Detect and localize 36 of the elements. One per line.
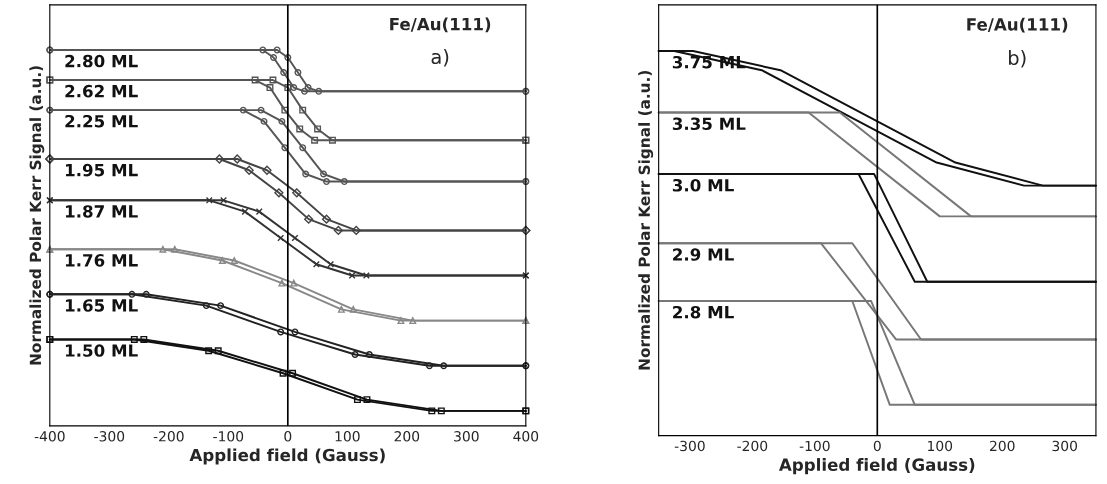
x-tick-label: 200 [394, 431, 420, 442]
series-label: 2.9 ML [673, 248, 734, 261]
series-label: 2.62 ML [65, 84, 138, 98]
x-tick-label: -300 [674, 440, 705, 452]
x-tick-label: -200 [737, 440, 768, 452]
y-axis-title: Normalized Polar Kerr Signal (a.u.) [638, 70, 654, 370]
series-label: 1.50 ML [65, 344, 138, 357]
x-tick-label: 300 [454, 431, 479, 442]
series-label: 3.0 ML [672, 178, 734, 192]
series-label: 3.35 ML [672, 117, 746, 131]
x-tick-label: -100 [799, 440, 830, 452]
x-axis-title: Applied field (Gauss) [778, 458, 975, 475]
series-label: 2.8 ML [673, 305, 734, 319]
x-tick-label: 100 [928, 440, 953, 452]
x-tick-label: -100 [213, 431, 244, 442]
annotation: b) [1009, 50, 1026, 68]
x-tick-label: 0 [873, 440, 881, 452]
text: Fe/Au(111) [967, 17, 1068, 33]
x-tick-label: 100 [335, 431, 360, 442]
series-label: 1.95 ML [65, 163, 138, 177]
series-label: 1.65 ML [65, 299, 138, 312]
series-label: 1.76 ML [65, 254, 138, 267]
series-label: 2.25 ML [65, 114, 138, 128]
series-label: 1.87 ML [65, 205, 138, 218]
y-axis-title: Normalized Polar Kerr Signal (a.u.) [29, 66, 45, 365]
annotation: a) [431, 49, 449, 67]
x-tick-label: 0 [284, 431, 292, 442]
x-axis-title: Applied field (Gauss) [189, 448, 385, 465]
x-tick-label: -400 [34, 431, 65, 442]
x-tick-label: 300 [1052, 440, 1078, 452]
text: Fe/Au(111) [390, 17, 491, 33]
series-label: 2.80 ML [65, 54, 138, 68]
x-tick-label: -300 [94, 431, 125, 442]
x-tick-label: 200 [989, 440, 1015, 452]
x-tick-label: 400 [513, 431, 539, 442]
x-tick-label: -200 [153, 431, 184, 442]
